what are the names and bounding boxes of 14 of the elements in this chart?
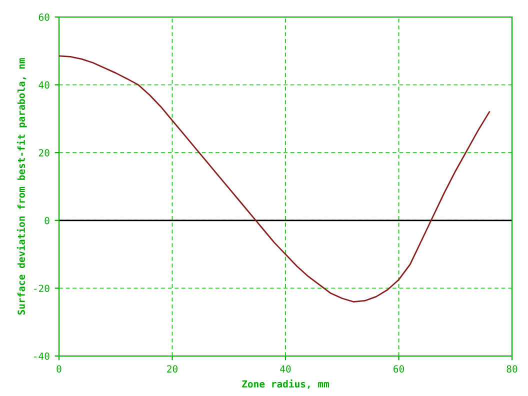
y-tick-label: 60 <box>38 14 50 21</box>
y-tick-label: -20 <box>34 284 50 292</box>
y-axis-title: Surface deviation from best-fit parabola, nm <box>16 58 27 315</box>
y-tick-label: 20 <box>38 149 50 156</box>
x-tick-label: 60 <box>394 365 404 373</box>
line-series <box>59 55 490 302</box>
x-axis-title: Zone radius, mm <box>242 380 330 389</box>
x-tick-label: 20 <box>167 365 178 373</box>
x-tick-label: 0 <box>56 365 62 373</box>
y-tick-label: 40 <box>38 81 50 89</box>
y-tick-label: 0 <box>44 216 50 224</box>
y-tick-label: -40 <box>34 352 50 360</box>
x-tick-label: 40 <box>280 365 291 373</box>
x-tick-label: 80 <box>506 365 518 373</box>
